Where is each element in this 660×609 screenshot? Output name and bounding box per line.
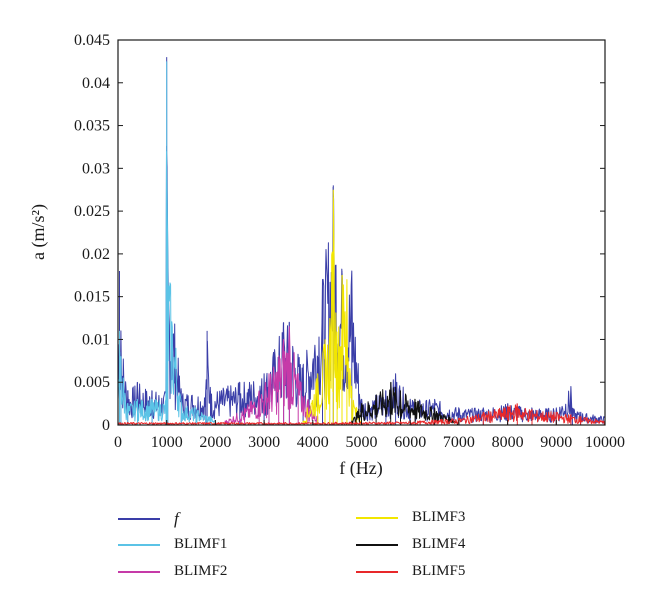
y-axis-label: a (m/s²) bbox=[28, 204, 49, 260]
x-tick-label: 6000 bbox=[394, 434, 426, 451]
x-tick-label: 2000 bbox=[199, 434, 231, 451]
series-line-blimf1 bbox=[117, 61, 216, 425]
x-tick-label: 9000 bbox=[540, 434, 572, 451]
y-tick-label: 0.025 bbox=[74, 203, 110, 220]
x-tick-label: 0 bbox=[114, 434, 122, 451]
y-tick-label: 0.03 bbox=[82, 160, 110, 177]
y-tick-label: 0.005 bbox=[74, 374, 110, 391]
x-tick-label: 8000 bbox=[492, 434, 524, 451]
y-tick-label: 0.04 bbox=[82, 75, 110, 92]
x-tick-label: 5000 bbox=[346, 434, 378, 451]
series-line-f bbox=[117, 57, 606, 425]
x-tick-label: 10000 bbox=[585, 434, 625, 451]
x-tick-label: 4000 bbox=[297, 434, 329, 451]
x-axis-label: f (Hz) bbox=[339, 458, 382, 479]
plot-layer bbox=[117, 57, 606, 426]
x-tick-label: 7000 bbox=[443, 434, 475, 451]
x-axis-ticks: 0 1000 2000 3000 4000 5000 6000 7000 8000 9000 100… bbox=[114, 420, 625, 451]
x-tick-label: 1000 bbox=[151, 434, 183, 451]
y-tick-label: 0.035 bbox=[74, 118, 110, 135]
plot-frame bbox=[117, 39, 606, 426]
y-tick-label: 0 bbox=[102, 417, 110, 434]
x-tick-label: 3000 bbox=[248, 434, 280, 451]
y-tick-label: 0.015 bbox=[74, 289, 110, 306]
y-tick-label: 0.02 bbox=[82, 246, 110, 263]
y-tick-label: 0.01 bbox=[82, 331, 110, 348]
y-tick-label: 0.045 bbox=[74, 32, 110, 49]
y-axis-ticks: 0 0.005 0.01 0.015 0.02 0.025 0.03 0.035 0.04 0.0… bbox=[74, 32, 605, 434]
